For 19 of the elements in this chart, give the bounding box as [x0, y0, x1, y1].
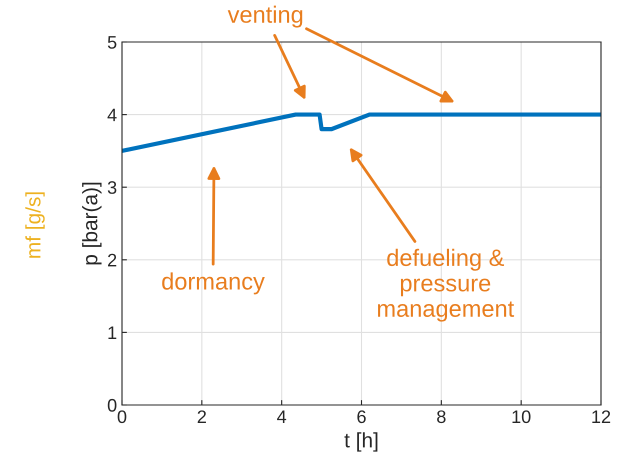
y-tick-label: 4: [108, 108, 117, 122]
x-tick-label: 2: [198, 410, 206, 423]
x-tick-label: 8: [437, 410, 446, 424]
y-tick-label: 1: [108, 326, 116, 339]
text: mf [g/s]: [25, 192, 45, 258]
x-tick-label: 6: [357, 410, 366, 424]
x-axis-title: t [h]: [344, 432, 378, 452]
y-tick-label: 2: [108, 254, 116, 266]
x-tick-label: 12: [592, 410, 610, 423]
annotation: dormancy: [162, 272, 265, 294]
text: venting: [228, 6, 302, 28]
annotation: defueling & pressure management: [378, 248, 514, 322]
x-tick-label: 4: [277, 410, 286, 423]
x-tick-label: 0: [118, 410, 126, 424]
x-tick-label: 10: [512, 410, 531, 424]
y-tick-label: 0: [108, 398, 116, 412]
y-axis-title: p [bar(a)]: [82, 182, 102, 264]
y-tick-label: 3: [108, 181, 116, 194]
y-tick-label: 5: [108, 36, 116, 49]
